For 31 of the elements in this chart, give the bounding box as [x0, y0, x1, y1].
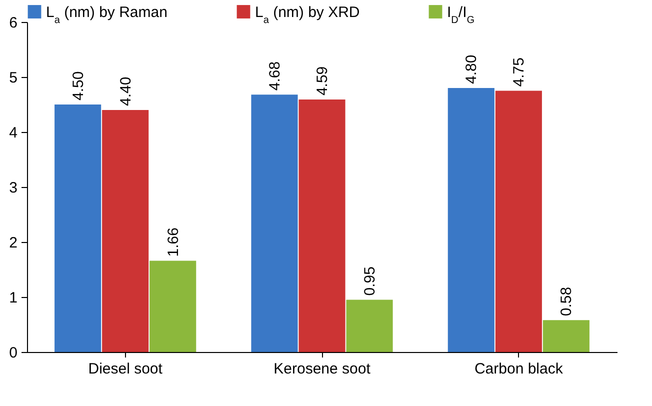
x-tick-label: Kerosene soot — [274, 360, 372, 378]
bar — [54, 104, 102, 352]
legend-label: I$_{D}$/I$_{G}$ — [447, 4, 475, 26]
data-label: 4.50 — [70, 71, 87, 100]
y-tick-label: 1 — [9, 290, 18, 306]
data-label: 4.75 — [510, 58, 528, 87]
y-tick-label: 6 — [9, 14, 18, 32]
data-label: 0.95 — [362, 266, 379, 296]
bar — [150, 260, 196, 352]
bar — [448, 88, 494, 352]
bar — [346, 300, 393, 352]
x-tick-label: Diesel soot — [88, 360, 164, 378]
bar — [495, 90, 542, 352]
data-label: 4.59 — [314, 66, 331, 96]
bar — [542, 320, 590, 352]
data-label: 1.66 — [164, 227, 182, 257]
bar — [251, 94, 298, 352]
data-label: 4.80 — [463, 54, 480, 84]
y-tick-label: 3 — [9, 180, 18, 196]
data-label: 0.58 — [558, 286, 576, 316]
y-tick-label: 4 — [9, 124, 18, 142]
legend-label: L$_{a}$ (nm) by Raman — [46, 4, 168, 26]
x-tick-label: Carbon black — [474, 360, 564, 378]
y-tick-label: 0 — [9, 344, 18, 362]
data-label: 4.68 — [266, 61, 284, 91]
bar — [298, 100, 346, 352]
legend-label: L$_{a}$ (nm) by XRD — [255, 4, 360, 26]
y-tick-label: 2 — [9, 234, 18, 252]
data-label: 4.40 — [117, 76, 134, 106]
y-tick-label: 5 — [9, 70, 18, 86]
bar — [102, 110, 149, 352]
